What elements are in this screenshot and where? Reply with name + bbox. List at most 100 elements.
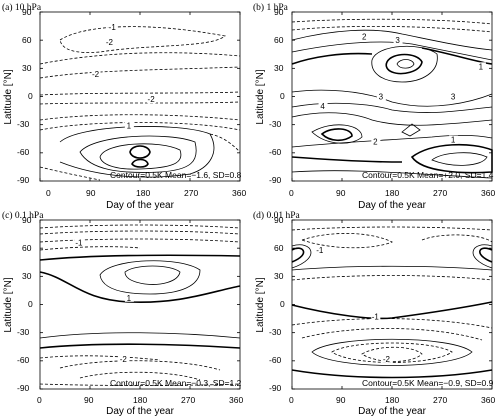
y-tick-label: 90 <box>22 7 32 17</box>
contour-labels: 2 3 1 3 3 4 2 1 <box>318 32 486 146</box>
y-tick-label: -90 <box>269 175 282 185</box>
contours <box>39 224 241 386</box>
y-tick-label: 90 <box>274 215 284 225</box>
contour-label-bg <box>91 69 101 78</box>
x-tick-label: 270 <box>433 188 447 198</box>
contour-label-bg <box>108 22 118 31</box>
x-tick-label: 90 <box>336 395 346 405</box>
plot-frame <box>39 219 241 390</box>
contour-label: -1 <box>372 313 380 322</box>
contour-label: 1 <box>127 121 132 130</box>
x-tick-label: 0 <box>37 395 42 405</box>
x-tick-label: 0 <box>46 188 51 198</box>
axis-ticks <box>39 219 241 390</box>
y-tick-label: -30 <box>17 119 30 129</box>
y-tick-label: 0 <box>280 299 285 309</box>
contour-label-bg <box>74 238 84 247</box>
x-tick-label: 180 <box>385 188 399 198</box>
y-tick-label: 30 <box>274 63 284 73</box>
contour-label: -2 <box>92 70 100 79</box>
x-tick-label: 180 <box>133 395 147 405</box>
x-tick-label: 90 <box>86 188 96 198</box>
contours <box>291 226 493 379</box>
y-tick-label: 60 <box>22 35 32 45</box>
x-tick-label: 90 <box>336 188 346 198</box>
contour-label: -1 <box>109 23 117 32</box>
y-tick-label: -30 <box>17 327 30 337</box>
x-tick-label: 180 <box>136 188 150 198</box>
contour-label: 1 <box>479 62 484 71</box>
y-tick-label: 90 <box>22 215 32 225</box>
contour-label: 1 <box>127 294 132 303</box>
y-tick-label: 60 <box>22 243 32 253</box>
contour-label: -2 <box>148 95 156 104</box>
contour-label: -2 <box>120 355 128 364</box>
contour-label-bg <box>360 32 370 41</box>
contour-label: -1 <box>75 238 83 247</box>
y-tick-label: 90 <box>274 7 284 17</box>
annotation: Contour=0.5K Mean=−0.9, SD=0.9 <box>362 378 494 388</box>
contour-label: 1 <box>451 136 456 145</box>
contour-label: -1 <box>316 246 324 255</box>
x-axis-label: Day of the year <box>358 406 426 417</box>
contours <box>291 18 493 179</box>
y-tick-label: -60 <box>269 147 282 157</box>
x-tick-label: 270 <box>184 188 198 198</box>
contours <box>39 26 241 181</box>
contour-labels: -1 1 -2 <box>74 238 134 364</box>
panel-b: (b) 1 hPa 2 3 1 3 3 4 2 1 0 90 <box>253 2 495 211</box>
contour-label-bg <box>376 92 386 101</box>
panel-title: (a) 10 hPa <box>2 2 42 13</box>
x-tick-label: 360 <box>481 395 495 405</box>
x-tick-label: 0 <box>289 395 294 405</box>
y-tick-label: -60 <box>17 355 30 365</box>
x-tick-label: 180 <box>385 395 399 405</box>
x-tick-label: 360 <box>232 188 246 198</box>
contour-labels: -1 -2 -2 -2 1 <box>91 22 157 130</box>
y-tick-label: -90 <box>17 383 30 393</box>
y-tick-label: 30 <box>22 63 32 73</box>
contour-label: 3 <box>395 36 400 45</box>
x-tick-label: 270 <box>433 395 447 405</box>
contour-label-bg <box>449 92 459 101</box>
contour-label-bg <box>119 354 129 363</box>
contour-labels: -1 -1 -2 <box>315 245 392 364</box>
plot-frame <box>291 11 493 182</box>
contour-label-bg <box>449 135 459 144</box>
y-tick-label: -60 <box>17 147 30 157</box>
contour-label-bg <box>124 293 134 302</box>
contour-label: 2 <box>362 32 367 41</box>
y-axis-label: Latitude [°N] <box>3 277 14 332</box>
contour-label: 4 <box>320 102 325 111</box>
y-tick-label: -30 <box>269 119 282 129</box>
x-tick-label: 0 <box>289 188 294 198</box>
x-tick-label: 360 <box>229 395 243 405</box>
contour-label: 3 <box>451 92 456 101</box>
x-axis-label: Day of the year <box>106 200 174 211</box>
contour-label-bg <box>382 354 392 363</box>
y-tick-label: 60 <box>274 35 284 45</box>
x-tick-label: 360 <box>481 188 495 198</box>
panel-title: (b) 1 hPa <box>253 2 289 13</box>
annotation: Contour=0.5K Mean=−1.6, SD=0.8 <box>110 170 242 180</box>
y-tick-label: 30 <box>22 271 32 281</box>
x-tick-label: 90 <box>84 395 94 405</box>
contour-label-bg <box>105 37 115 46</box>
axis-ticks <box>291 219 493 390</box>
x-tick-label: 270 <box>181 395 195 405</box>
y-axis-label: Latitude [°N] <box>255 277 266 332</box>
y-tick-label: 0 <box>28 299 33 309</box>
y-tick-label: 0 <box>28 91 33 101</box>
contour-label: 2 <box>373 137 378 146</box>
contour-label-bg <box>371 137 381 146</box>
y-tick-label: 60 <box>274 243 284 253</box>
panel-title: (c) 0.1 hPa <box>2 210 44 221</box>
y-axis-label: Latitude [°N] <box>3 69 14 124</box>
x-axis-label: Day of the year <box>358 200 426 211</box>
contour-label-bg <box>393 36 403 45</box>
contour-label-bg <box>476 62 486 71</box>
axis-ticks <box>39 11 241 182</box>
annotation: Contour=0.5K Mean=−0.3, SD=1.2 <box>110 378 242 388</box>
y-tick-label: -90 <box>17 175 30 185</box>
